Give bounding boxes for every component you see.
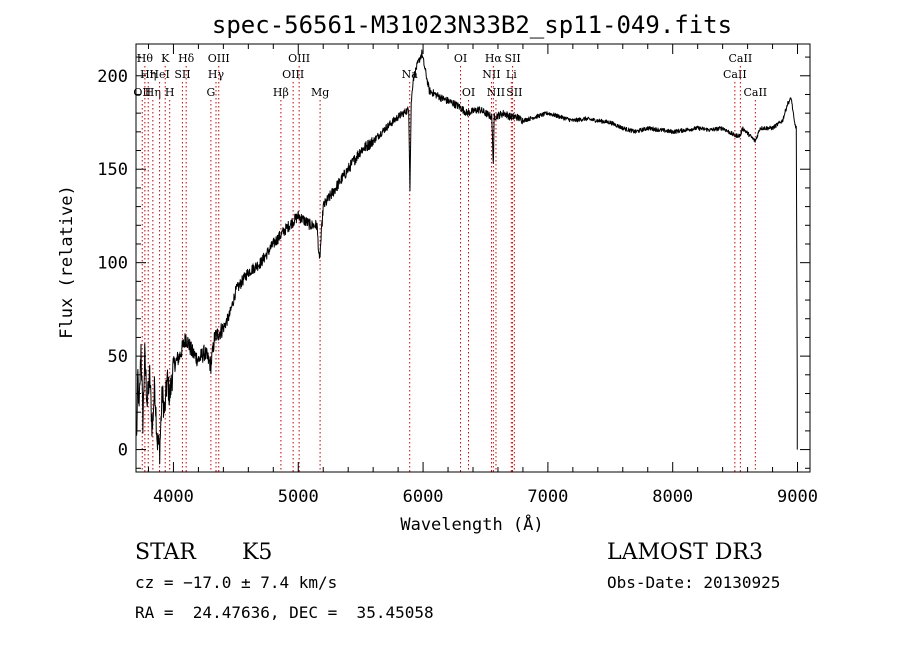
y-axis-label: Flux (relative)	[57, 185, 77, 339]
line-marker-label: OIII	[288, 52, 310, 65]
y-axis: 0 50 100 150 200	[97, 56, 810, 469]
line-marker-label: OII	[133, 86, 151, 99]
chart-title: spec-56561-M31023N33B2_sp11-049.fits	[212, 11, 732, 39]
line-marker-label: SII	[504, 52, 520, 65]
line-marker-label: Hδ	[178, 52, 195, 65]
line-marker-label: OIII	[208, 52, 230, 65]
y-tick-label: 200	[97, 67, 128, 87]
line-marker-label: G	[206, 86, 215, 99]
line-marker-label: Hβ	[273, 86, 289, 99]
y-tick-label: 100	[97, 254, 128, 274]
y-tick-label: 150	[97, 160, 128, 180]
x-tick-label: 6000	[403, 487, 444, 507]
object-subclass: K5	[242, 540, 273, 565]
line-marker-label: Hη	[140, 68, 156, 81]
x-tick-label: 7000	[527, 487, 568, 507]
line-marker-label: OIII	[282, 68, 304, 81]
line-marker-label: HeI	[149, 68, 169, 81]
redshift-readout: cz = −17.0 ± 7.4 km/s	[135, 573, 338, 592]
y-tick-label: 50	[108, 347, 128, 367]
survey-name: LAMOST DR3	[607, 540, 763, 565]
line-marker-label: Mg	[311, 86, 329, 99]
obs-date: Obs-Date: 20130925	[607, 573, 781, 592]
object-class: STAR	[135, 540, 196, 565]
x-tick-label: 4000	[153, 487, 194, 507]
line-marker-label: NII	[487, 86, 505, 99]
line-marker-label: SII	[506, 86, 522, 99]
x-tick-label: 8000	[652, 487, 693, 507]
line-markers: OIIHθHηHηHeIKHSIIHδGHγOIIIHβOIIIOIIIMgNa…	[133, 52, 767, 472]
line-marker-label: SII	[174, 68, 190, 81]
spectrum-series	[136, 49, 798, 465]
line-marker-label: OI	[462, 86, 475, 99]
x-tick-label: 5000	[278, 487, 319, 507]
line-marker-label: Hα	[485, 52, 503, 65]
line-marker-label: Li	[506, 68, 517, 81]
line-marker-label: CaII	[729, 52, 753, 65]
line-marker-label: CaII	[723, 68, 747, 81]
line-marker-label: Hθ	[137, 52, 154, 65]
line-marker-label: CaII	[743, 86, 767, 99]
y-tick-label: 0	[118, 441, 128, 461]
x-axis-label: Wavelength (Å)	[400, 513, 543, 535]
line-marker-label: OI	[454, 52, 467, 65]
line-marker-label: Hη	[145, 86, 161, 99]
line-marker-label: NII	[482, 68, 500, 81]
line-marker-label: K	[161, 52, 170, 65]
coordinates: RA = 24.47636, DEC = 35.45058	[135, 603, 434, 622]
x-axis: 4000 5000 6000 7000 8000 9000	[147, 44, 818, 507]
line-marker-label: H	[165, 86, 175, 99]
x-tick-label: 9000	[777, 487, 818, 507]
line-marker-label: Hγ	[208, 68, 225, 81]
spectrum-line	[136, 49, 798, 465]
